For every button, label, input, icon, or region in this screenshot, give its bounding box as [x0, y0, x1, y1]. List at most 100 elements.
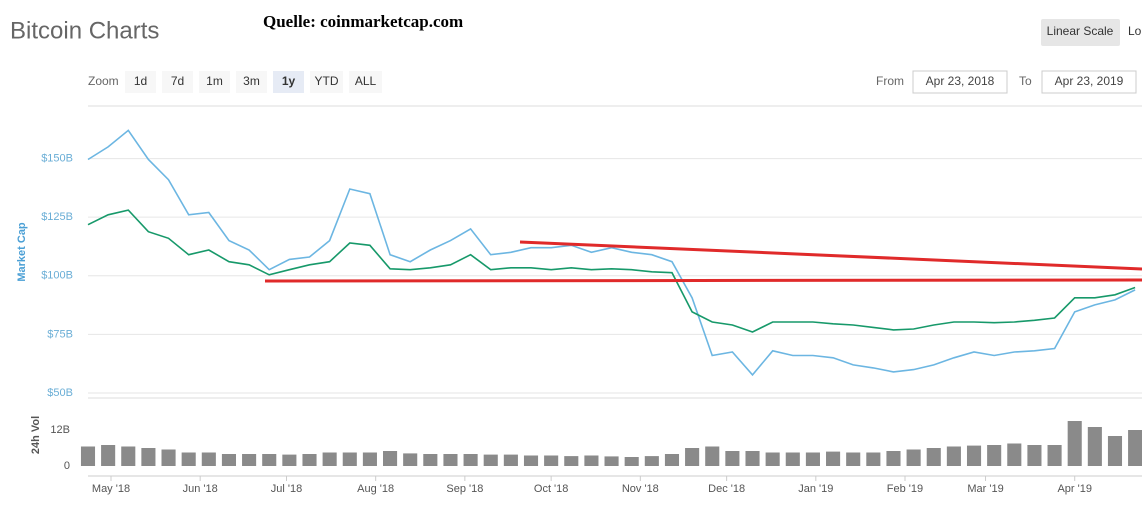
volume-bar: [544, 455, 559, 466]
volume-bar: [624, 457, 639, 466]
volume-bar: [322, 452, 337, 466]
to-input[interactable]: [1041, 70, 1137, 94]
zoom-button[interactable]: [199, 71, 230, 93]
zoom-button-label[interactable]: 1d: [134, 74, 147, 88]
y2-tick-label: 12B: [50, 424, 70, 436]
y-axis-label: Market Cap: [16, 222, 28, 282]
from-input[interactable]: [912, 70, 1008, 94]
volume-bar: [221, 454, 237, 466]
x-tick-label: Oct '18: [534, 483, 569, 495]
volume-bar: [362, 452, 377, 466]
scale-button-label[interactable]: Lo: [1128, 24, 1142, 38]
zoom-button-label[interactable]: ALL: [355, 74, 377, 88]
scale-button-label[interactable]: Linear Scale: [1047, 24, 1114, 38]
volume-bar: [1027, 445, 1042, 466]
scale-button[interactable]: [1041, 19, 1120, 46]
zoom-button-label[interactable]: 1y: [282, 74, 296, 88]
volume-bar: [826, 451, 841, 466]
zoom-button[interactable]: [162, 71, 193, 93]
volume-bar: [664, 454, 680, 466]
y-tick-label: $75B: [47, 328, 73, 340]
volume-bar: [101, 445, 116, 466]
source-note: Quelle: coinmarketcap.com: [263, 12, 463, 31]
annotation-line: [519, 240, 1142, 271]
from-date[interactable]: Apr 23, 2018: [926, 74, 995, 88]
zoom-button-label[interactable]: 3m: [243, 74, 260, 88]
x-tick-label: Apr '19: [1057, 483, 1092, 495]
zoom-button[interactable]: [273, 71, 304, 93]
volume-bar: [765, 452, 780, 466]
volume-bar: [80, 446, 96, 466]
zoom-label: Zoom: [88, 74, 119, 88]
volume-bar: [383, 451, 398, 466]
volume-bar: [463, 454, 478, 466]
volume-bar: [483, 454, 498, 466]
volume-bar: [523, 455, 539, 466]
x-tick-label: Nov '18: [622, 483, 659, 495]
data-line: [87, 129, 1136, 377]
chart-title: Bitcoin Charts: [10, 17, 159, 44]
volume-bar: [1107, 436, 1123, 466]
volume-bar: [846, 452, 861, 466]
zoom-button[interactable]: [349, 71, 382, 93]
volume-bar: [1128, 430, 1142, 466]
volume-bar: [866, 452, 881, 466]
volume-bar: [987, 445, 1002, 466]
volume-bar: [1047, 445, 1062, 466]
volume-bar: [161, 449, 176, 466]
volume-bar: [725, 451, 740, 466]
volume-bar: [966, 445, 982, 466]
volume-bar: [745, 451, 760, 466]
x-tick-label: Sep '18: [446, 483, 483, 495]
zoom-button-label[interactable]: 1m: [206, 74, 223, 88]
x-tick-label: Feb '19: [887, 483, 923, 495]
volume-bar: [282, 454, 297, 466]
zoom-button-label[interactable]: 7d: [171, 74, 184, 88]
volume-bar: [805, 452, 820, 466]
volume-bar: [926, 448, 941, 466]
volume-bar: [1067, 421, 1082, 466]
zoom-button[interactable]: [236, 71, 267, 93]
volume-bar: [906, 449, 921, 466]
volume-bar: [584, 455, 599, 466]
y2-axis-label: 24h Vol: [30, 416, 42, 454]
volume-bar: [604, 456, 619, 466]
volume-bar: [443, 454, 458, 466]
plot: $50B $75B $100B $125B $150B 0 12B May '18 Jun '1…: [41, 129, 1142, 495]
zoom-button[interactable]: [125, 71, 156, 93]
to-date[interactable]: Apr 23, 2019: [1055, 74, 1124, 88]
y-tick-label: $125B: [41, 211, 73, 223]
volume-bar: [423, 454, 438, 466]
to-label: To: [1019, 74, 1032, 88]
zoom-button[interactable]: [310, 71, 343, 93]
y2-tick-label: 0: [64, 460, 70, 472]
data-line: [87, 209, 1136, 333]
y-tick-label: $100B: [41, 270, 73, 282]
volume-bar: [1007, 443, 1022, 466]
x-tick-label: Dec '18: [708, 483, 745, 495]
volume-bar: [403, 453, 418, 466]
x-tick-label: Jan '19: [798, 483, 833, 495]
x-tick-label: Jun '18: [183, 483, 218, 495]
x-tick-label: Jul '18: [271, 483, 302, 495]
volume-bar: [181, 452, 196, 466]
from-label: From: [876, 74, 904, 88]
annotation-line: [264, 278, 1142, 283]
volume-bar: [644, 456, 659, 466]
y-tick-label: $50B: [47, 387, 73, 399]
volume-bar: [564, 456, 579, 466]
x-tick-label: Mar '19: [967, 483, 1003, 495]
volume-bar: [685, 448, 700, 466]
volume-bar: [503, 454, 518, 466]
volume-bar: [242, 454, 257, 466]
zoom-button-label[interactable]: YTD: [315, 74, 339, 88]
volume-bar: [121, 446, 136, 466]
y-tick-label: $150B: [41, 152, 73, 164]
volume-bar: [1087, 427, 1102, 466]
volume-bar: [302, 454, 317, 466]
x-tick-label: May '18: [92, 483, 130, 495]
volume-bar: [705, 446, 720, 466]
volume-bar: [141, 448, 156, 466]
volume-bar: [342, 452, 357, 466]
